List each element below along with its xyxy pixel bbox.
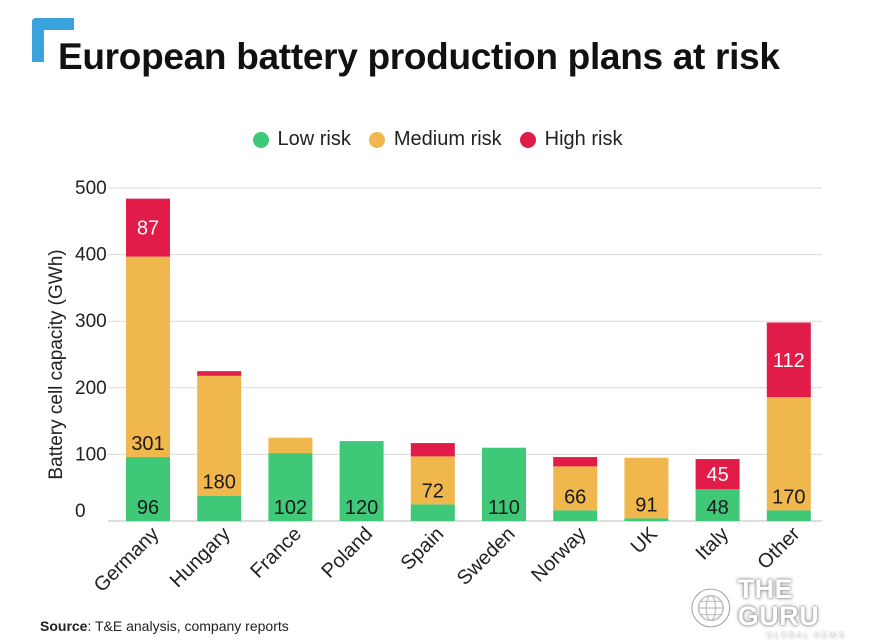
bar-segment-medium-risk bbox=[766, 397, 811, 511]
legend-swatch-medium bbox=[368, 131, 385, 148]
data-label: 110 bbox=[488, 497, 520, 519]
x-tick-label: UK bbox=[627, 523, 663, 559]
data-label: 45 bbox=[706, 464, 728, 486]
legend: Low risk Medium risk High risk bbox=[0, 128, 875, 151]
bar-segment-low-risk bbox=[624, 518, 669, 521]
legend-swatch-low bbox=[252, 131, 269, 148]
data-label: 102 bbox=[274, 497, 307, 519]
watermark-sub: GLOBAL NEWS bbox=[766, 631, 847, 640]
bar-segment-high-risk bbox=[126, 198, 170, 257]
bar-segment-low-risk bbox=[695, 489, 740, 521]
watermark-brand: THE GURU bbox=[737, 574, 820, 631]
x-tick-label: Italy bbox=[692, 523, 733, 564]
data-label: 180 bbox=[203, 472, 236, 494]
bar-segment-low-risk bbox=[339, 441, 384, 521]
data-label: 66 bbox=[564, 486, 586, 508]
bar-segment-low-risk bbox=[268, 453, 313, 521]
legend-label-high: High risk bbox=[544, 128, 623, 150]
legend-label-medium: Medium risk bbox=[393, 128, 502, 150]
bar-segment-low-risk bbox=[766, 510, 811, 521]
chart-title: European battery production plans at ris… bbox=[58, 36, 780, 77]
corner-bracket-icon bbox=[32, 18, 74, 62]
data-label: 48 bbox=[706, 497, 728, 519]
y-tick-label: 200 bbox=[75, 378, 107, 399]
data-label: 96 bbox=[137, 497, 159, 519]
y-axis-title: Battery cell capacity (GWh) bbox=[46, 249, 67, 479]
stacked-bar-chart: 0 100 200 300 400 500 Battery cell capacity (G… bbox=[46, 178, 822, 597]
bar-segment-medium-risk bbox=[553, 466, 598, 511]
bar-segment-high-risk bbox=[197, 371, 242, 376]
data-label: 91 bbox=[635, 494, 657, 516]
bar-segment-high-risk bbox=[410, 443, 455, 457]
x-tick-label: Norway bbox=[527, 523, 590, 586]
data-label: 87 bbox=[137, 218, 159, 240]
legend-item-low: Low risk bbox=[252, 128, 351, 151]
data-label: 120 bbox=[345, 497, 378, 519]
y-tick-label: 300 bbox=[75, 311, 107, 332]
y-tick-label: 400 bbox=[75, 245, 107, 266]
globe-icon bbox=[690, 587, 732, 629]
legend-label-low: Low risk bbox=[277, 128, 351, 150]
x-tick-label: France bbox=[246, 523, 306, 583]
bar-segment-medium-risk bbox=[197, 375, 242, 496]
legend-item-high: High risk bbox=[519, 128, 623, 151]
bar-segment-high-risk bbox=[553, 457, 598, 467]
data-label: 170 bbox=[772, 486, 805, 508]
x-tick-label: Germany bbox=[90, 523, 164, 597]
bar-segment-low-risk bbox=[410, 504, 455, 521]
bar-segment-high-risk bbox=[766, 322, 811, 398]
bar-segment-high-risk bbox=[695, 459, 740, 490]
data-label: 72 bbox=[422, 480, 444, 502]
x-tick-label: Sweden bbox=[453, 523, 520, 590]
x-tick-label: Spain bbox=[397, 523, 449, 575]
source-label: Source bbox=[40, 618, 88, 634]
y-tick-label: 500 bbox=[75, 178, 107, 199]
x-tick-label: Hungary bbox=[166, 523, 235, 592]
x-tick-label: Poland bbox=[318, 523, 378, 583]
bar-segment-low-risk bbox=[482, 447, 526, 521]
x-tick-label: Other bbox=[753, 523, 804, 574]
source-text: : T&E analysis, company reports bbox=[87, 618, 289, 634]
data-label: 301 bbox=[131, 433, 164, 455]
watermark: THE GURU GLOBAL NEWS bbox=[690, 576, 875, 640]
bar-segment-medium-risk bbox=[268, 437, 313, 454]
bar-segment-low-risk bbox=[197, 495, 242, 521]
watermark-text: THE GURU GLOBAL NEWS bbox=[738, 576, 875, 640]
data-label: 112 bbox=[773, 350, 805, 372]
bar-segment-low-risk bbox=[126, 457, 170, 521]
y-tick-label: 0 bbox=[75, 501, 86, 522]
legend-item-medium: Medium risk bbox=[368, 128, 502, 151]
bar-segment-low-risk bbox=[553, 510, 598, 521]
bar-segment-medium-risk bbox=[624, 457, 669, 519]
bar-segment-medium-risk bbox=[410, 456, 455, 505]
source-note: Source: T&E analysis, company reports bbox=[40, 618, 289, 634]
legend-swatch-high bbox=[519, 131, 536, 148]
y-tick-label: 100 bbox=[75, 444, 107, 465]
bar-segment-medium-risk bbox=[126, 256, 170, 458]
